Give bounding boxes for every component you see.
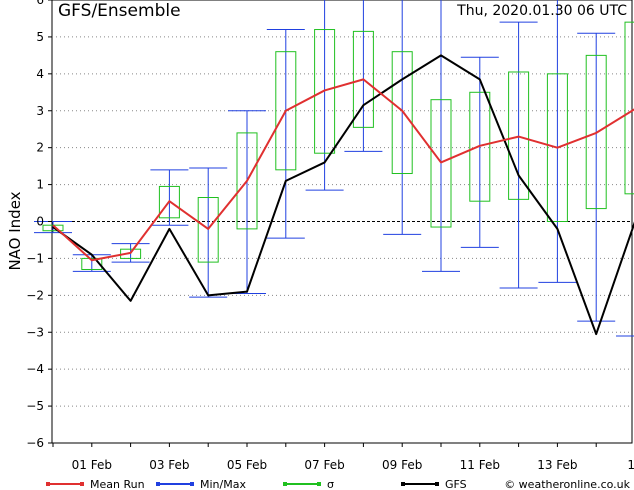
y-tick-label: −5 (26, 399, 44, 413)
y-tick-label: 2 (36, 141, 44, 155)
legend-swatch-dot (46, 482, 50, 486)
y-ticks: −6 −5 −4 −3 −2 −1 0 1 2 3 4 5 6 (26, 0, 52, 450)
legend-swatch-dot (80, 482, 84, 486)
series-lines (52, 54, 634, 336)
y-tick-label: −4 (26, 362, 44, 376)
x-tick-label: 05 Feb (227, 458, 267, 472)
y-tick-label: 0 (36, 215, 44, 229)
sigma-box (546, 73, 568, 223)
chart-title: GFS/Ensemble (58, 1, 181, 21)
sigma-box (469, 91, 491, 202)
sigma-box (352, 30, 374, 128)
x-tick-label: 07 Feb (304, 458, 344, 472)
run-timestamp: Thu, 2020.01.30 06 UTC (456, 3, 627, 19)
credit: © weatheronline.co.uk (504, 478, 630, 490)
sigma-box (585, 54, 607, 210)
x-tick-label: 15 (627, 458, 634, 472)
y-tick-label: −1 (26, 251, 44, 265)
y-tick-label: 4 (36, 67, 44, 81)
legend-swatch-dot (317, 482, 321, 486)
y-tick-label: −3 (26, 325, 44, 339)
grid (52, 36, 632, 407)
sigma-box (391, 51, 413, 175)
sigma-box (236, 132, 258, 230)
sigma-box (158, 185, 180, 219)
range-bars (34, 0, 634, 337)
legend-swatch-dot (190, 482, 194, 486)
y-axis-label: NAO Index (6, 191, 24, 270)
legend-swatch-dot (401, 482, 405, 486)
sigma-box (197, 197, 219, 263)
sigma-box (430, 99, 452, 228)
legend-label: Mean Run (90, 478, 145, 490)
gfs-line (52, 54, 634, 336)
y-tick-label: 5 (36, 30, 44, 44)
sigma-box (624, 21, 634, 195)
sigma-box (508, 71, 530, 200)
legend-swatch-dot (283, 482, 287, 486)
legend: Mean Run Min/Max σ GFS (46, 478, 467, 490)
x-tick-label: 01 Feb (72, 458, 112, 472)
x-tick-label: 11 Feb (460, 458, 500, 472)
legend-swatch-dot (435, 482, 439, 486)
y-tick-label: −6 (26, 436, 44, 450)
legend-label: σ (327, 478, 334, 490)
y-tick-label: 6 (36, 0, 44, 7)
x-tick-label: 03 Feb (149, 458, 189, 472)
y-tick-label: −2 (26, 288, 44, 302)
sigma-box (314, 29, 336, 154)
sigma-box (81, 257, 103, 270)
mean-run-line (52, 78, 634, 262)
x-tick-label: 09 Feb (382, 458, 422, 472)
sigma-box (275, 51, 297, 171)
legend-swatch-dot (156, 482, 160, 486)
y-tick-label: 3 (36, 104, 44, 118)
legend-label: GFS (445, 478, 467, 490)
y-tick-label: 1 (36, 178, 44, 192)
legend-label: Min/Max (200, 478, 246, 490)
x-ticks: 01 Feb 03 Feb 05 Feb 07 Feb 09 Feb 11 Feb 13 F… (52, 443, 634, 472)
x-tick-label: 13 Feb (537, 458, 577, 472)
